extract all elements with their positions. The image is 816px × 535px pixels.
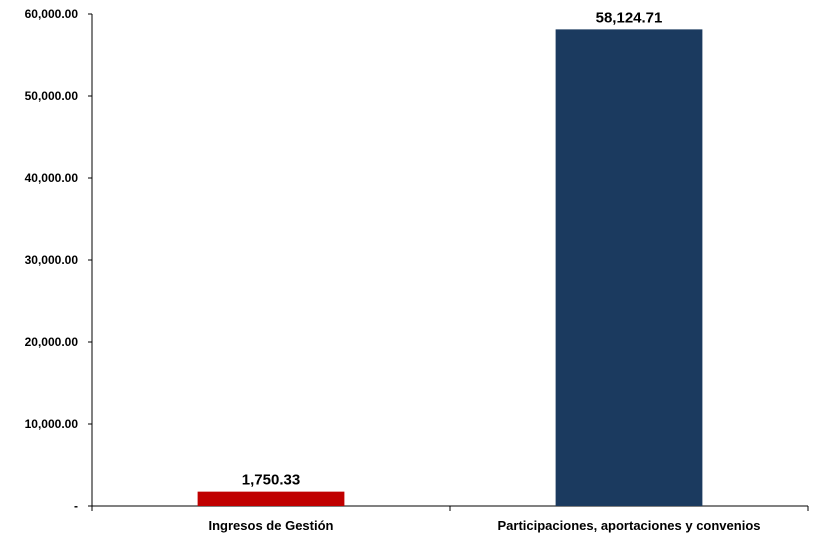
x-tick-label: Ingresos de Gestión [209, 518, 334, 533]
y-tick-label: - [74, 499, 78, 513]
y-tick-label: 30,000.00 [25, 253, 79, 267]
y-axis: - 10,000.00 20,000.00 30,000.00 40,000.00 50,… [25, 7, 93, 513]
bars: 1,750.33 58,124.71 [197, 9, 703, 506]
y-tick-label: 40,000.00 [25, 171, 79, 185]
bar [555, 29, 703, 506]
x-axis: Ingresos de Gestión Participaciones, apor… [91, 505, 809, 533]
x-tick-label: Participaciones, aportaciones y convenio… [498, 518, 761, 533]
data-label: 58,124.71 [596, 9, 663, 26]
y-tick-label: 60,000.00 [25, 7, 79, 21]
y-tick-label: 50,000.00 [25, 89, 79, 103]
y-tick-label: 20,000.00 [25, 335, 79, 349]
bar [197, 491, 345, 506]
y-tick-label: 10,000.00 [25, 417, 79, 431]
data-label: 1,750.33 [242, 472, 300, 489]
